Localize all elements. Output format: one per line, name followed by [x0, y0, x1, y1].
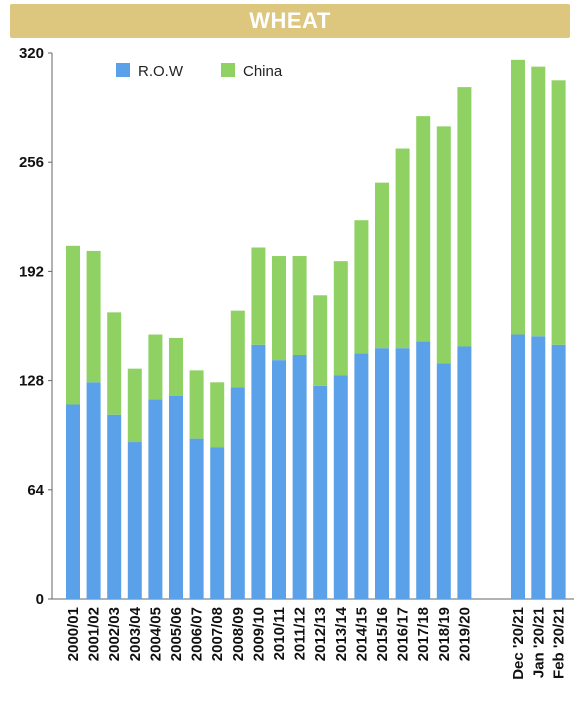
y-tick-label: 256: [19, 154, 44, 171]
bar-segment-china: [354, 220, 369, 354]
x-tick-label: 2012/13: [312, 607, 329, 661]
x-tick-label: 2003/04: [127, 606, 144, 661]
legend-label: R.O.W: [138, 63, 184, 80]
x-tick-label: 2004/05: [147, 607, 164, 661]
bar-segment-row: [436, 363, 451, 599]
x-tick-label: 2002/03: [106, 607, 123, 661]
bar-segment-china: [272, 256, 286, 361]
bar-segment-china: [189, 370, 204, 439]
bar-segment-china: [457, 87, 472, 347]
x-tick-label: Feb '20/21: [551, 607, 568, 679]
legend-swatch: [116, 63, 130, 77]
bar-segment-china: [333, 261, 348, 376]
x-tick-label: 2014/15: [353, 607, 370, 661]
legend-swatch: [221, 63, 235, 77]
bar-segment-row: [189, 438, 204, 599]
bar-segment-row: [169, 395, 183, 599]
bar-segment-china: [86, 250, 101, 383]
x-tick-label: 2019/20: [456, 607, 473, 661]
x-tick-label: 2011/12: [292, 607, 309, 660]
legend: R.O.W China: [116, 63, 283, 80]
y-axis-ticks: 0 64 128 192 256 320: [19, 45, 52, 608]
x-tick-label: 2006/07: [189, 607, 206, 661]
bar-segment-row: [395, 348, 410, 599]
bar-segment-row: [66, 404, 80, 599]
bar-segment-china: [107, 312, 122, 415]
x-axis-labels: 2000/01 2001/02 2002/03 2003/04 2004/05 2005/…: [65, 606, 568, 679]
x-tick-label: 2016/17: [395, 607, 412, 661]
bars: [66, 59, 566, 599]
y-tick-label: 64: [27, 482, 44, 499]
bar-segment-row: [292, 355, 307, 599]
bar-segment-china: [230, 310, 245, 388]
bar-segment-row: [333, 375, 348, 599]
chart-title: WHEAT: [249, 8, 331, 33]
y-tick-label: 192: [19, 263, 44, 280]
x-tick-label: 2018/19: [436, 607, 453, 661]
x-tick-label: Dec '20/21: [510, 607, 527, 680]
x-tick-label: 2013/14: [333, 606, 350, 661]
bar-segment-row: [511, 334, 525, 599]
bar-segment-row: [107, 414, 122, 599]
bar-segment-china: [395, 148, 410, 349]
bar-segment-row: [531, 336, 546, 599]
bar-segment-china: [551, 80, 566, 345]
x-tick-label: 2009/10: [250, 607, 267, 661]
bar-segment-row: [416, 341, 431, 599]
bar-segment-china: [292, 256, 307, 356]
bar-segment-row: [375, 348, 389, 599]
bar-segment-china: [375, 182, 389, 349]
legend-label: China: [243, 63, 283, 80]
bar-segment-china: [210, 382, 225, 448]
bar-segment-row: [272, 360, 286, 599]
y-tick-label: 128: [19, 373, 44, 390]
bar-segment-row: [251, 344, 266, 599]
y-tick-label: 0: [36, 591, 44, 608]
bar-segment-china: [169, 337, 183, 396]
bar-segment-china: [313, 295, 328, 386]
bar-segment-row: [551, 344, 566, 599]
bar-segment-china: [531, 66, 546, 337]
bar-segment-row: [86, 382, 101, 599]
x-tick-label: 2007/08: [209, 607, 226, 661]
x-tick-label: 2017/18: [415, 607, 432, 661]
bar-segment-china: [66, 245, 80, 405]
bar-segment-row: [127, 442, 142, 599]
bar-segment-china: [148, 334, 163, 400]
bar-segment-china: [127, 368, 142, 443]
bar-segment-china: [436, 126, 451, 364]
x-tick-label: 2000/01: [65, 607, 82, 661]
bar-segment-row: [210, 447, 225, 599]
x-tick-label: 2010/11: [271, 607, 288, 660]
x-tick-label: 2001/02: [86, 607, 103, 661]
bar-segment-row: [313, 385, 328, 599]
bar-segment-china: [416, 116, 431, 342]
bar-segment-row: [354, 353, 369, 599]
x-tick-label: 2008/09: [230, 607, 247, 661]
bar-segment-china: [251, 247, 266, 345]
x-tick-label: 2015/16: [374, 607, 391, 661]
chart-title-bar: WHEAT: [10, 4, 570, 38]
x-tick-label: Jan '20/21: [530, 607, 547, 678]
bar-segment-row: [457, 346, 472, 599]
x-tick-label: 2005/06: [168, 607, 185, 661]
bar-segment-row: [148, 399, 163, 599]
bar-segment-row: [230, 387, 245, 599]
bar-segment-china: [511, 59, 525, 335]
y-tick-label: 320: [19, 45, 44, 62]
